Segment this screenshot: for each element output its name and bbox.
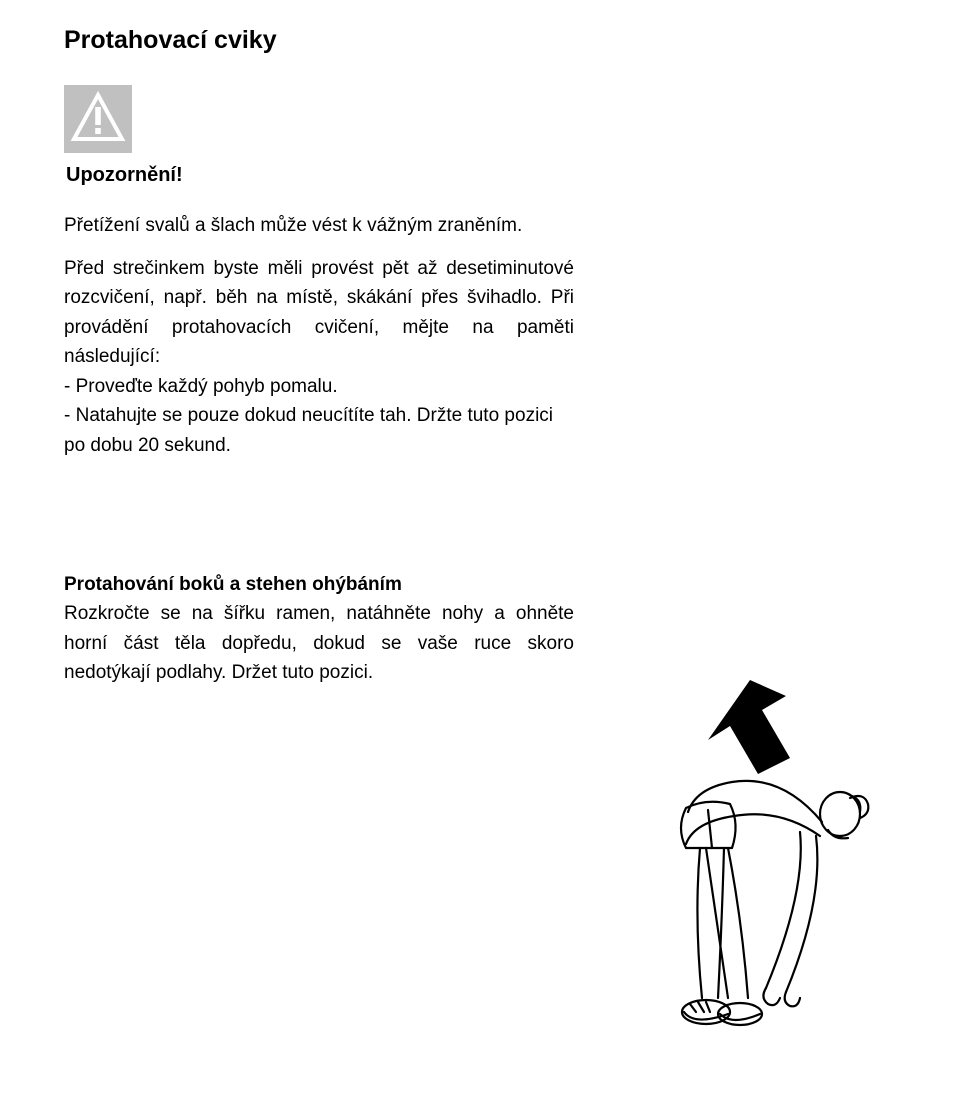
intro-paragraph: Přetížení svalů a šlach může vést k vážn… [64,211,574,240]
main-paragraph: Před strečinkem byste měli provést pět a… [64,254,574,372]
arrow-icon [708,680,790,774]
page-title: Protahovací cviky [64,24,896,57]
body-text: Přetížení svalů a šlach může vést k vážn… [64,211,574,688]
warning-label: Upozornění! [66,164,896,187]
section-2-title: Protahování boků a stehen ohýbáním [64,574,402,595]
stretch-illustration [590,680,880,1065]
section-2: Protahování boků a stehen ohýbáním [64,570,574,599]
section-2-body: Rozkročte se na šířku ramen, natáhněte n… [64,599,574,687]
bullet-1: - Proveďte každý pohyb pomalu. [64,372,574,401]
warning-icon [64,85,896,158]
bullet-2: - Natahujte se pouze dokud neucítíte tah… [64,401,574,460]
warning-block: Upozornění! [64,85,896,187]
